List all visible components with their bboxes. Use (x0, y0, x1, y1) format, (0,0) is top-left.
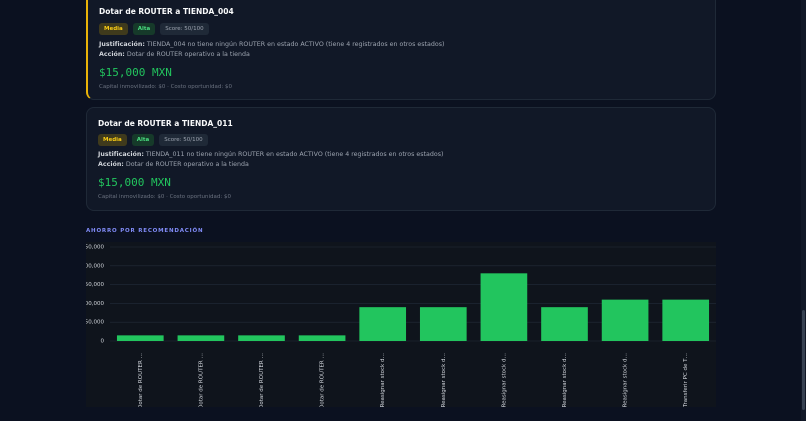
label: Justificación: (99, 41, 145, 48)
bar (662, 299, 710, 341)
y-tick-label: 0 (101, 339, 105, 345)
justification: Justificación: TIENDA_004 no tiene ningú… (99, 41, 444, 48)
card-footer: Capital inmovilizado: $0 · Costo oportun… (98, 194, 231, 200)
y-tick-label: 150,000 (86, 282, 104, 288)
bar (238, 335, 285, 341)
bar (601, 299, 649, 341)
x-tick-label: Reasignar stock d… (441, 353, 447, 407)
amount: $15,000 MXN (98, 176, 171, 189)
chart: 0 50,000 100,000 150,000 200,000 250,000 Dotar… (86, 242, 716, 407)
scroll-thumb[interactable] (802, 310, 805, 410)
section-title: AHORRO POR RECOMENDACIÓN (86, 228, 204, 234)
badge: Score: 50/100 (159, 134, 208, 146)
x-tick-label: Reasignar stock d… (501, 353, 507, 407)
x-tick-label: Dotar de ROUTER … (320, 353, 326, 407)
text: TIENDA_004 no tiene ningún ROUTER en est… (146, 41, 445, 48)
x-tick-label: Reasignar stock d… (623, 353, 629, 407)
recommendation-card[interactable]: Dotar de ROUTER a TIENDA_011 Media Alta … (86, 107, 716, 211)
y-tick-label: 200,000 (86, 263, 104, 269)
y-tick-label: 250,000 (86, 245, 104, 251)
y-tick-label: 50,000 (86, 320, 104, 326)
card-footer: Capital inmovilizado: $0 · Costo oportun… (99, 84, 232, 90)
x-tick-label: Reasignar stock d… (562, 353, 568, 407)
x-tick-label: Dotar de ROUTER … (259, 353, 265, 407)
badges: Media Alta Score: 50/100 (98, 134, 208, 146)
text: TIENDA_011 no tiene ningún ROUTER en est… (145, 151, 444, 158)
bar (177, 335, 225, 341)
action: Acción: Dotar de ROUTER operativo a la t… (98, 161, 249, 168)
y-tick-label: 100,000 (86, 301, 104, 307)
text: Dotar de ROUTER operativo a la tienda (125, 161, 249, 168)
card-title: Dotar de ROUTER a TIENDA_004 (99, 7, 234, 16)
bar (298, 335, 346, 341)
scrollbar[interactable] (801, 0, 806, 421)
x-tick-label: Reasignar stock d… (380, 353, 386, 407)
text: Dotar de ROUTER operativo a la tienda (126, 51, 250, 58)
label: Justificación: (98, 151, 144, 158)
badges: Media Alta Score: 50/100 (99, 23, 209, 35)
x-tick-label: Dotar de ROUTER … (198, 353, 204, 407)
recommendation-card[interactable]: Dotar de ROUTER a TIENDA_004 Media Alta … (86, 0, 716, 100)
label: Acción: (98, 161, 124, 168)
label: Acción: (99, 51, 125, 58)
badge: Score: 50/100 (160, 23, 209, 35)
badge: Alta (131, 134, 155, 146)
bar (419, 307, 467, 341)
justification: Justificación: TIENDA_011 no tiene ningú… (98, 151, 443, 158)
x-tick-label: Transferir PC de T… (683, 353, 689, 407)
bar (541, 307, 588, 341)
amount: $15,000 MXN (99, 66, 172, 79)
action: Acción: Dotar de ROUTER operativo a la t… (99, 51, 250, 58)
x-tick-label: Dotar de ROUTER … (138, 353, 144, 407)
bar (480, 273, 528, 341)
badge: Alta (132, 23, 156, 35)
bar (116, 335, 164, 341)
bar (359, 307, 407, 341)
card-title: Dotar de ROUTER a TIENDA_011 (98, 119, 233, 128)
badge: Media (98, 134, 127, 146)
badge: Media (99, 23, 128, 35)
